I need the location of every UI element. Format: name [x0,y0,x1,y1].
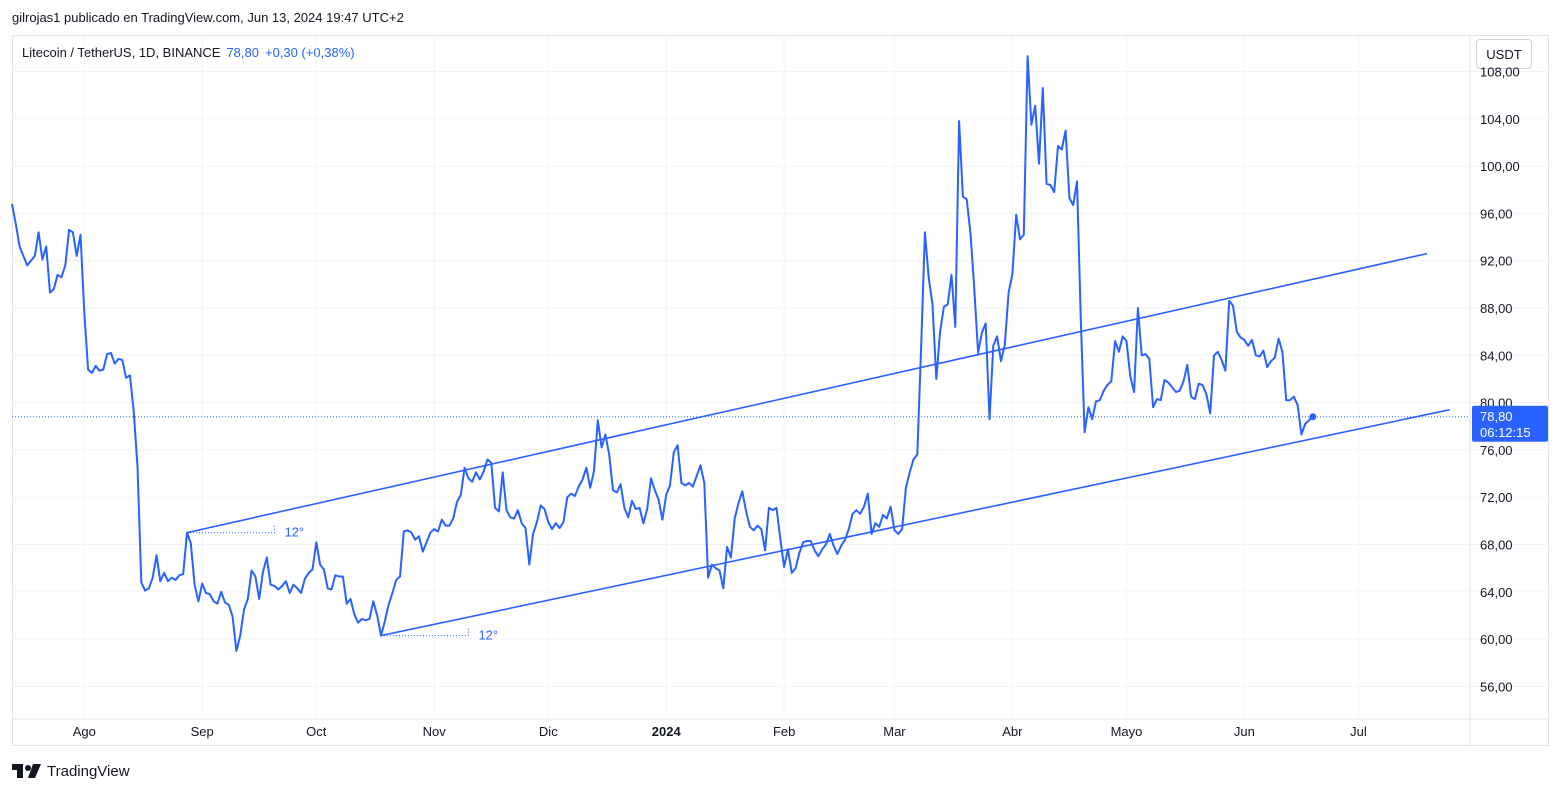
x-tick-label: Abr [1002,724,1023,739]
y-tick-label: 96,00 [1480,206,1513,221]
y-axis[interactable]: 56,0060,0064,0068,0072,0076,0080,0084,00… [1480,64,1520,694]
y-tick-label: 84,00 [1480,348,1513,363]
x-tick-label: Oct [306,724,327,739]
trendline [380,408,1450,637]
tradingview-brand: TradingView [47,762,130,780]
price-label-background [1472,405,1548,442]
symbol-title[interactable]: Litecoin / TetherUS, 1D, BINANCE [22,45,221,60]
angle-annotations: 12° 12° [186,524,498,643]
y-tick-label: 56,00 [1480,679,1513,694]
trendline [186,252,1428,534]
x-tick-label: Nov [423,724,447,739]
y-tick-label: 72,00 [1480,490,1513,505]
y-tick-label: 60,00 [1480,632,1513,647]
grid [12,36,1549,745]
last-price: 78,80 [226,45,259,60]
y-tick-label: 100,00 [1480,159,1520,174]
y-tick-label: 108,00 [1480,64,1520,79]
x-tick-label: Feb [773,724,795,739]
price-label-price: 78,80 [1480,409,1513,424]
x-tick-label: Ago [73,724,96,739]
tradingview-logo-icon [12,764,41,778]
x-tick-label: Mayo [1111,724,1143,739]
y-tick-label: 64,00 [1480,585,1513,600]
price-label: 78,80 06:12:15 [1472,405,1548,442]
x-tick-label: Dic [539,724,558,739]
currency-button[interactable]: USDT [1476,39,1532,69]
x-tick-label: Jun [1234,724,1255,739]
tradingview-logo[interactable]: TradingView [12,760,130,782]
y-tick-label: 92,00 [1480,254,1513,269]
chart-frame [12,35,1549,746]
price-series-line [11,55,1314,652]
y-tick-label: 76,00 [1480,443,1513,458]
last-price-marker [1309,413,1317,421]
y-tick-label: 68,00 [1480,538,1513,553]
x-tick-label: Mar [883,724,906,739]
y-tick-label: 104,00 [1480,112,1520,127]
publisher-line: gilrojas1 publicado en TradingView.com, … [12,10,404,25]
angle-label: 12° [284,525,304,540]
trendlines[interactable] [186,252,1450,637]
x-tick-label: Sep [191,724,214,739]
x-axis[interactable]: Ago Sep Oct Nov Dic 2024 Feb Mar Abr Mayo Jun Jul [73,724,1367,739]
x-tick-label: Jul [1350,724,1367,739]
angle-label: 12° [478,628,498,643]
price-change: +0,30 (+0,38%) [265,45,355,60]
y-tick-label: 88,00 [1480,301,1513,316]
x-tick-label: 2024 [652,724,682,739]
price-label-countdown: 06:12:15 [1480,425,1531,440]
symbol-header: Litecoin / TetherUS, 1D, BINANCE 78,80 +0,… [22,45,355,60]
